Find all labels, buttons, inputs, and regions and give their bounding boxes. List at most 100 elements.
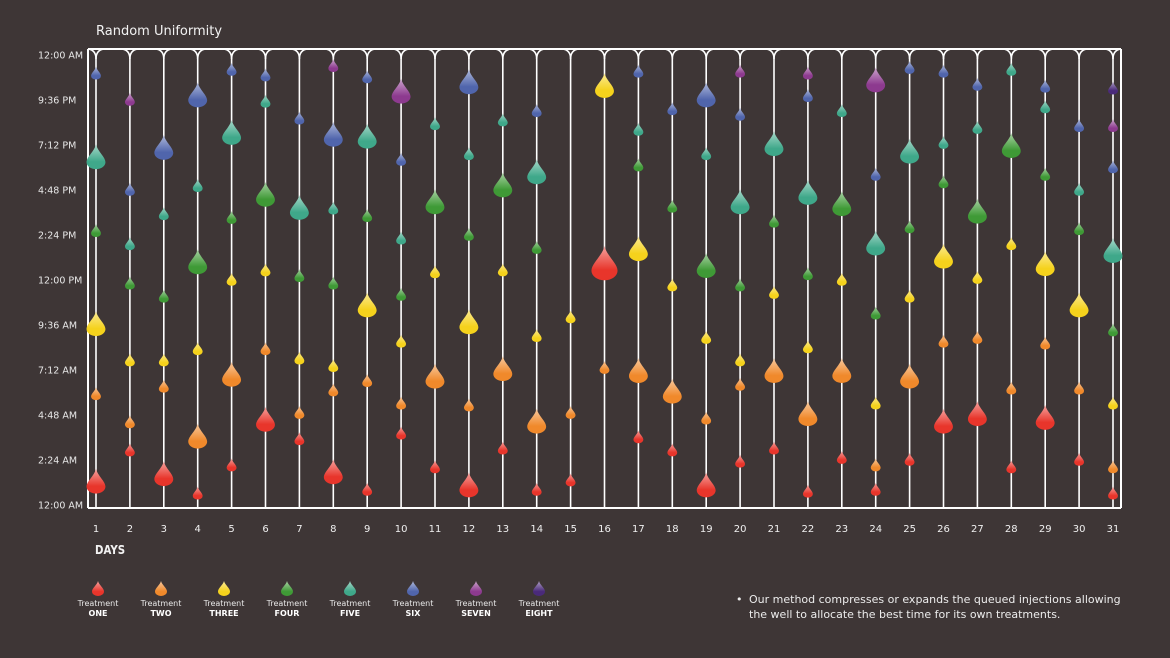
drop-treatment-two bbox=[628, 358, 648, 383]
drop-treatment-seven bbox=[1108, 118, 1118, 133]
y-tick-label: 4:48 AM bbox=[38, 411, 77, 422]
drop-treatment-one bbox=[591, 245, 618, 281]
drop-treatment-seven bbox=[328, 58, 339, 73]
legend-item-seven: Treatment SEVEN bbox=[448, 580, 504, 619]
x-tick-label: 16 bbox=[598, 524, 611, 535]
drop-treatment-four bbox=[124, 276, 135, 290]
drop-treatment-two bbox=[222, 361, 242, 387]
drop-treatment-three bbox=[1035, 251, 1055, 277]
drop-treatment-two bbox=[701, 411, 712, 425]
drop-treatment-two bbox=[188, 423, 208, 449]
drip-bend bbox=[942, 48, 952, 60]
drop-icon bbox=[470, 581, 482, 596]
drop-treatment-six bbox=[667, 102, 678, 116]
drop-treatment-four bbox=[328, 276, 339, 290]
drop-treatment-one bbox=[870, 482, 881, 496]
drop-treatment-six bbox=[459, 69, 479, 95]
drip-bend bbox=[332, 48, 342, 60]
drop-treatment-two bbox=[1006, 381, 1017, 395]
y-tick-label: 2:24 PM bbox=[38, 231, 76, 242]
drop-treatment-six bbox=[91, 66, 101, 80]
drop-treatment-three bbox=[667, 278, 678, 292]
drip-bend bbox=[129, 48, 139, 60]
y-tick-label: 12:00 AM bbox=[38, 501, 83, 512]
y-tick-label: 12:00 PM bbox=[38, 276, 82, 287]
drop-treatment-two bbox=[493, 356, 513, 382]
drop-treatment-five bbox=[328, 201, 339, 215]
drip-bend bbox=[874, 48, 884, 60]
drop-treatment-six bbox=[938, 64, 949, 78]
drop-treatment-five bbox=[866, 230, 886, 256]
drop-treatment-two bbox=[124, 415, 135, 429]
drop-treatment-four bbox=[967, 198, 987, 224]
drip-line bbox=[1104, 48, 1114, 508]
drop-treatment-six bbox=[972, 77, 983, 91]
legend-name: SIX bbox=[405, 609, 421, 618]
drop-treatment-six bbox=[294, 111, 305, 125]
drip-line bbox=[1070, 48, 1080, 508]
legend-item-two: Treatment TWO bbox=[133, 580, 189, 619]
drop-treatment-one bbox=[967, 401, 987, 427]
drip-bend bbox=[264, 48, 274, 60]
x-tick-label: 14 bbox=[530, 524, 543, 535]
drop-treatment-three bbox=[192, 342, 203, 356]
drip-bend bbox=[366, 48, 376, 60]
drip-bend bbox=[908, 48, 918, 60]
drop-treatment-six bbox=[260, 68, 271, 82]
drop-icon bbox=[281, 581, 293, 596]
drip-bend bbox=[468, 48, 478, 60]
drop-treatment-one bbox=[1108, 486, 1118, 500]
drip-bend bbox=[1112, 48, 1122, 60]
drip-bend bbox=[1078, 48, 1088, 60]
drop-treatment-six bbox=[124, 182, 135, 196]
drop-treatment-two bbox=[396, 396, 407, 410]
drip-line bbox=[664, 48, 674, 508]
drop-treatment-three bbox=[531, 328, 542, 343]
drop-treatment-six bbox=[362, 70, 373, 84]
x-tick-label: 7 bbox=[296, 524, 302, 535]
drop-treatment-five bbox=[1074, 182, 1085, 196]
drip-bend bbox=[1010, 48, 1020, 60]
legend-name: TWO bbox=[150, 609, 172, 618]
drop-treatment-four bbox=[463, 227, 474, 241]
drop-treatment-four bbox=[802, 267, 813, 281]
drop-treatment-four bbox=[769, 214, 779, 228]
drop-treatment-five bbox=[972, 120, 983, 134]
drop-treatment-three bbox=[1006, 237, 1017, 251]
drop-icon bbox=[344, 581, 356, 596]
drop-treatment-four bbox=[1074, 222, 1085, 236]
drop-treatment-three bbox=[1069, 292, 1089, 318]
drop-treatment-four bbox=[735, 278, 746, 292]
drop-treatment-five bbox=[357, 123, 377, 149]
drop-treatment-one bbox=[904, 452, 915, 466]
legend-item-eight: Treatment EIGHT bbox=[511, 580, 567, 619]
drop-treatment-one bbox=[192, 486, 203, 500]
x-tick-label: 31 bbox=[1107, 524, 1120, 535]
drop-treatment-two bbox=[764, 358, 784, 383]
drop-treatment-three bbox=[769, 285, 779, 299]
drip-line bbox=[460, 48, 470, 508]
drip-bend bbox=[400, 48, 410, 60]
drop-treatment-five bbox=[396, 231, 407, 245]
legend-label: Treatment bbox=[203, 599, 245, 608]
legend-name: FIVE bbox=[339, 609, 361, 618]
x-tick-label: 5 bbox=[228, 524, 234, 535]
drop-treatment-one bbox=[1074, 452, 1085, 466]
legend-name: FOUR bbox=[274, 609, 300, 618]
drop-treatment-seven bbox=[866, 67, 886, 93]
y-axis-ticks: 12:00 AM 2:24 AM 4:48 AM 7:12 AM 9:36 AM 12:0… bbox=[38, 51, 83, 512]
drop-treatment-seven bbox=[735, 64, 746, 78]
drop-treatment-two bbox=[662, 378, 682, 404]
drop-treatment-four bbox=[531, 240, 542, 254]
legend: Treatment ONE Treatment TWO Treatment TH… bbox=[70, 580, 590, 630]
drop-treatment-five bbox=[633, 122, 644, 136]
drop-treatment-one bbox=[531, 482, 542, 496]
drip-line bbox=[698, 48, 707, 508]
legend-item-one: Treatment ONE bbox=[70, 580, 126, 619]
drop-treatment-three bbox=[294, 351, 305, 365]
drop-treatment-three bbox=[459, 309, 479, 335]
x-axis-ticks: 1 2 3 4 5 6 7 8 9 10 11 12 13 14 15 16 17 18 19 20 21 22 23 24 2… bbox=[93, 524, 1120, 535]
drop-treatment-one bbox=[124, 443, 135, 457]
drop-treatment-seven bbox=[391, 78, 411, 104]
